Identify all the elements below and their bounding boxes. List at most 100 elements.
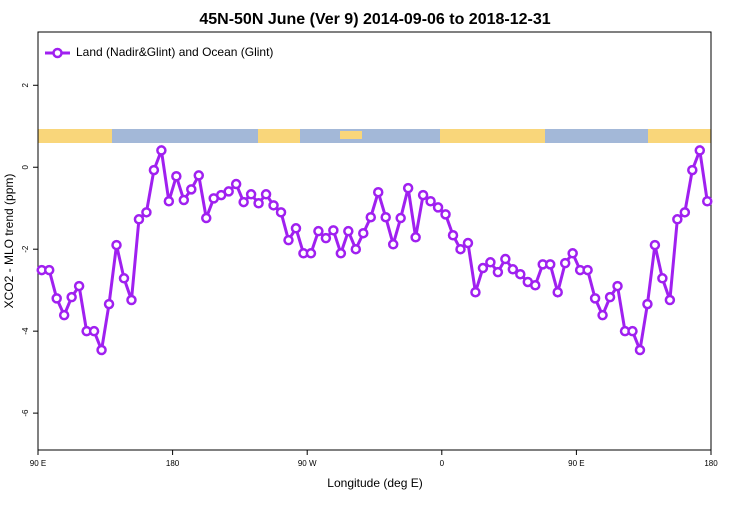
data-point [679,207,691,218]
data-point [103,298,115,310]
data-point [589,293,601,304]
data-point [455,243,466,255]
data-point [43,264,55,276]
data-point [544,259,556,270]
data-point [223,186,234,197]
y-axis-label: XCO2 - MLO trend (ppm) [2,174,16,309]
y-tick-label: 0 [21,164,30,169]
data-point [567,248,578,259]
data-point [186,184,197,195]
data-point [694,145,706,156]
data-point [163,195,175,207]
x-tick-label: 180 [704,459,718,468]
data-point [238,196,249,208]
y-tick-label: -6 [21,409,30,417]
data-point [58,309,70,321]
data-point [313,225,324,237]
y-tick-label: 2 [21,83,30,88]
data-point [687,164,698,176]
data-point [552,286,563,298]
x-tick-label: 90 W [298,459,317,468]
data-point [500,253,511,265]
data-point [66,291,77,303]
data-point [171,171,182,182]
data-point [328,225,339,236]
data-point [111,239,122,251]
data-point [447,230,459,241]
data-point [148,164,160,176]
data-point [507,264,519,275]
data-point [290,223,302,234]
data-point [118,273,130,284]
data-point [268,200,279,211]
data-point [702,195,713,207]
data-point [260,189,272,200]
data-point [559,257,571,269]
plot-frame [37,31,712,451]
data-point [141,207,152,218]
data-point [230,178,242,190]
data-point [649,239,661,251]
data-point [470,286,481,298]
data-point [51,293,62,304]
data-point [395,212,406,224]
data-point [193,170,205,181]
data-point [178,194,190,206]
data-point [612,280,623,292]
y-tick-label: -4 [21,327,30,335]
x-axis-label: Longitude (deg E) [327,476,422,490]
legend-label: Land (Nadir&Glint) and Ocean (Glint) [76,45,273,59]
data-point [305,248,317,259]
data-point [245,189,257,200]
data-point [380,211,391,223]
data-point [477,262,489,274]
data-point [417,189,429,201]
data-point [515,268,526,280]
data-point [657,273,668,284]
data-point [672,214,683,225]
data-point [96,344,107,356]
data-point [485,257,496,268]
data-point [440,209,451,220]
data-point [462,237,474,249]
y-tick-label: -2 [21,245,30,253]
data-point [492,266,504,278]
data-point [253,198,264,209]
map-strip [38,129,711,143]
data-point [343,225,354,237]
data-point [358,227,369,239]
data-point [642,298,653,310]
data-point [365,211,377,223]
data-point [320,232,332,244]
data-point [597,309,608,321]
data-point [126,294,137,306]
data-point [275,207,287,218]
data-point [582,264,593,276]
data-point [410,232,421,243]
data-point [73,280,85,292]
data-point [133,214,145,225]
legend-marker [52,47,63,59]
chart-title: 45N-50N June (Ver 9) 2014-09-06 to 2018-… [199,11,550,28]
data-point [402,182,414,194]
x-tick-label: 180 [166,459,180,468]
series-line [41,144,709,356]
data-point [627,325,638,337]
data-point [283,234,294,246]
x-tick-label: 90 E [30,459,46,468]
data-point [335,248,347,259]
data-point [350,243,362,255]
data-point [201,212,212,224]
data-point [372,186,384,198]
data-point [664,294,676,306]
data-point [634,344,646,356]
data-point [156,145,167,156]
x-tick-label: 90 E [568,459,584,468]
data-point [387,239,399,250]
data-point [604,291,616,303]
data-point [432,202,444,213]
data-point [88,325,100,337]
data-point [425,195,436,207]
data-point [530,280,541,291]
